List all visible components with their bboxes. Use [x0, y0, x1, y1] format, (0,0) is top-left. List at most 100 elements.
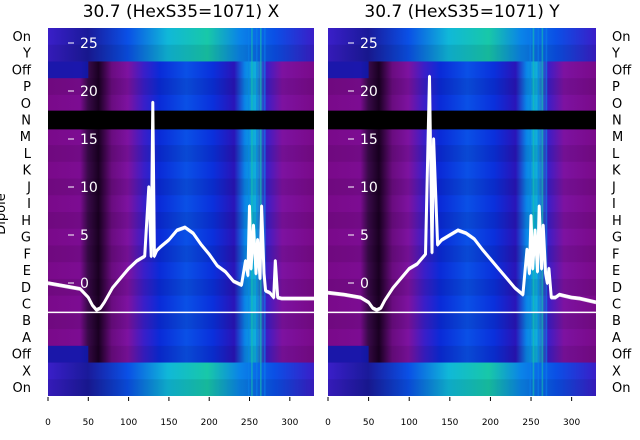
row-shade-x-21: [48, 379, 314, 396]
row-shade-y-13: [328, 245, 596, 263]
row-shade-y-15: [328, 278, 596, 296]
dipole-label-right-14: E: [612, 264, 620, 279]
streak-y-1: [532, 28, 535, 396]
heatmap-row-x-7: [48, 145, 314, 163]
x-tick-label-y-150: 150: [441, 418, 458, 428]
masked-row-y: [328, 110, 596, 130]
overlay-ytick-label-y-5: 5: [360, 228, 369, 244]
dipole-label-left-2: Off: [12, 63, 32, 78]
dipole-label-left-15: D: [21, 281, 31, 296]
row-shade-y-19: [328, 345, 596, 363]
heatmap-panel-x: 0 5 10 15 20 25: [48, 28, 314, 396]
x-tick-label-x-150: 150: [160, 418, 177, 428]
heatmap-row-x-16: [48, 295, 314, 313]
row-shade-x-7: [48, 145, 314, 162]
x-axis-ticks: 0 50 100 150 200 250 300 0 50 100 150 200 250 300: [45, 397, 580, 428]
y-axis-label: Dipole: [0, 193, 9, 234]
heatmap-row-y-1: [328, 44, 596, 63]
streak-y-4: [545, 28, 548, 396]
row-shade-x-9: [48, 178, 314, 196]
dipole-label-left-7: L: [24, 147, 32, 162]
row-shade-y-3: [328, 78, 596, 95]
row-shade-x-1: [48, 44, 314, 62]
heatmap-row-y-9: [328, 178, 596, 196]
heatmap-row-x-18: [48, 329, 314, 347]
heatmap-row-y-20: [328, 362, 596, 380]
row-shade-y-7: [328, 145, 596, 162]
dipole-label-right-20: X: [612, 364, 621, 379]
dipole-label-left-11: H: [21, 214, 31, 229]
heatmap-row-y-18: [328, 329, 596, 347]
heatmap-row-y-0: [328, 28, 596, 46]
heatmap-row-x-21: [48, 379, 314, 396]
overlay-trace-y-2: [328, 74, 596, 310]
x-tick-label-x-300: 300: [281, 418, 298, 428]
dipole-label-right-0: On: [612, 30, 630, 45]
overlay-ytick-label-y-20: 20: [360, 84, 378, 100]
dipole-label-left-6: M: [20, 130, 31, 145]
heatmap-row-y-19: [328, 345, 596, 364]
overlay-trace-x-2: [48, 100, 314, 310]
row-shade-x-11: [48, 212, 314, 229]
heatmap-row-y-8: [328, 161, 596, 180]
row-shade-x-3: [48, 78, 314, 95]
streak-y-3: [541, 28, 544, 396]
heatmap-row-y-7: [328, 145, 596, 163]
dipole-label-left-0: On: [13, 30, 31, 45]
heatmap-row-x-11: [48, 212, 314, 230]
dipole-label-right-7: L: [612, 147, 620, 162]
off-band-y-19: [328, 345, 369, 363]
row-shade-x-13: [48, 245, 314, 263]
overlay-ytick-label-y-25: 25: [360, 36, 378, 52]
dipole-label-right-10: I: [612, 197, 616, 212]
dipole-label-left-12: G: [21, 231, 31, 246]
heatmap-row-x-17: [48, 312, 314, 330]
dipole-label-right-12: G: [612, 231, 622, 246]
heatmap-row-y-4: [328, 94, 596, 113]
masked-row-x: [48, 110, 314, 130]
dipole-label-left-14: E: [23, 264, 31, 279]
off-band-x-2: [48, 61, 89, 79]
overlay-ytick-label-x-20: 20: [80, 84, 98, 100]
heatmap-row-x-6: [48, 128, 314, 146]
dipole-label-right-16: C: [612, 298, 621, 313]
dipole-label-left-10: I: [27, 197, 31, 212]
dipole-label-right-13: F: [612, 247, 619, 262]
dipole-label-left-5: N: [21, 114, 31, 129]
x-tick-label-x-200: 200: [201, 418, 218, 428]
panel-title-y: 30.7 (HexS35=1071) Y: [364, 2, 560, 22]
dipole-label-right-17: B: [612, 314, 621, 329]
overlay-ytick-label-x-5: 5: [80, 228, 89, 244]
overlay-ytick-label-x-15: 15: [80, 132, 98, 148]
heatmap-row-x-10: [48, 195, 314, 213]
heatmap-row-x-19: [48, 345, 314, 364]
dipole-label-right-6: M: [612, 130, 623, 145]
dipole-label-left-18: A: [22, 331, 31, 346]
dipole-label-left-19: Off: [12, 348, 32, 363]
x-tick-label-x-100: 100: [120, 418, 137, 428]
dipole-label-right-21: On: [612, 381, 630, 396]
overlay-trace-x-1: [48, 103, 314, 312]
heatmap-row-y-10: [328, 195, 596, 213]
x-tick-label-y-100: 100: [401, 418, 418, 428]
dipole-label-right-3: P: [612, 80, 620, 95]
panel-title-x: 30.7 (HexS35=1071) X: [83, 2, 280, 22]
overlay-ytick-label-y-15: 15: [360, 132, 378, 148]
row-shade-y-11: [328, 212, 596, 229]
off-band-y-2: [328, 61, 369, 79]
row-shade-y-1: [328, 44, 596, 62]
dipole-label-right-19: Off: [612, 348, 632, 363]
heatmap-panel-y: 0 5 10 15 20 25: [328, 28, 596, 396]
heatmap-row-x-1: [48, 44, 314, 63]
dipole-label-left-3: P: [23, 80, 31, 95]
dipole-label-right-2: Off: [612, 63, 632, 78]
dipole-label-right-11: H: [612, 214, 622, 229]
heatmap-row-y-21: [328, 379, 596, 396]
x-tick-label-x-250: 250: [241, 418, 258, 428]
dipole-label-left-4: O: [21, 97, 31, 112]
heatmap-row-x-2: [48, 61, 314, 79]
off-band-x-19: [48, 345, 89, 363]
